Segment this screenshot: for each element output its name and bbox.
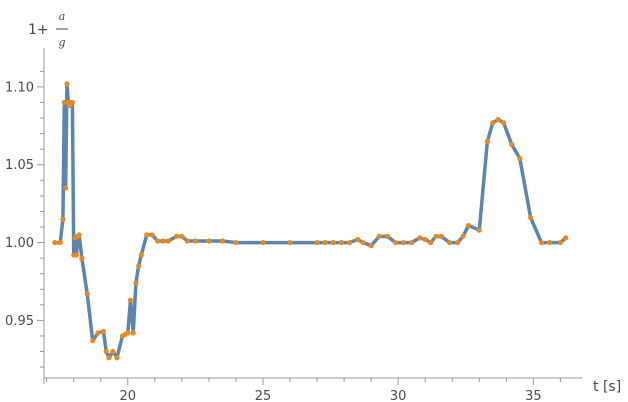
data-point xyxy=(57,239,63,246)
data-point xyxy=(84,291,90,297)
data-point xyxy=(428,239,434,246)
y-tick-label: 1.05 xyxy=(5,158,34,173)
y-axis-label-numerator: a xyxy=(59,10,66,23)
data-point xyxy=(376,233,382,239)
data-point xyxy=(400,239,407,246)
data-point xyxy=(133,280,139,286)
data-point xyxy=(144,232,150,238)
data-point xyxy=(76,232,82,238)
x-tick-label: 35 xyxy=(525,389,542,402)
y-axis-label: 1+ a g xyxy=(28,10,68,49)
data-point xyxy=(127,297,134,303)
data-point xyxy=(517,155,523,162)
data-point xyxy=(360,239,366,246)
data-point xyxy=(160,238,166,244)
data-point xyxy=(546,239,553,246)
data-point xyxy=(100,328,107,334)
data-point xyxy=(219,238,226,244)
y-tick-label: 0.95 xyxy=(5,314,34,329)
data-point xyxy=(103,348,109,355)
data-point xyxy=(490,120,496,126)
tick-labels: 20 25 30 35 0.95 1.00 1.05 1.10 xyxy=(5,80,542,402)
x-tick-label: 20 xyxy=(120,389,137,402)
data-point xyxy=(422,236,428,243)
data-point xyxy=(179,233,185,239)
data-point xyxy=(355,236,361,243)
data-point xyxy=(64,81,70,87)
data-point xyxy=(114,355,120,361)
data-point xyxy=(455,239,461,246)
y-tick-label: 1.10 xyxy=(5,80,34,95)
data-point xyxy=(95,330,101,336)
data-point xyxy=(233,239,239,246)
data-point xyxy=(52,239,58,246)
y-tick-label: 1.00 xyxy=(5,236,34,251)
data-point xyxy=(73,252,80,258)
data-point xyxy=(154,238,161,244)
data-point xyxy=(138,252,144,258)
data-point xyxy=(60,216,66,222)
data-point xyxy=(484,138,490,144)
data-point xyxy=(110,348,116,355)
axes xyxy=(43,48,582,384)
data-point xyxy=(206,238,212,244)
y-axis-label-prefix: 1+ xyxy=(28,22,49,38)
series-markers xyxy=(52,81,569,361)
data-point xyxy=(61,99,67,106)
series-line xyxy=(53,82,568,360)
data-point xyxy=(149,232,155,238)
data-point xyxy=(509,141,515,148)
data-point xyxy=(63,185,69,191)
ticks xyxy=(37,70,561,385)
data-point xyxy=(417,235,423,241)
data-point xyxy=(136,263,142,269)
data-point xyxy=(173,233,180,239)
data-point xyxy=(130,330,136,336)
data-point xyxy=(125,330,131,336)
data-point xyxy=(330,239,336,246)
x-axis-label: t [s] xyxy=(593,379,621,395)
data-point xyxy=(69,99,75,106)
data-point xyxy=(438,233,445,239)
x-tick-label: 30 xyxy=(390,389,407,402)
data-point xyxy=(495,116,501,123)
data-point xyxy=(538,239,545,246)
data-point xyxy=(500,120,507,126)
data-point xyxy=(79,255,85,261)
data-point xyxy=(368,243,374,249)
data-point xyxy=(322,239,328,246)
data-point xyxy=(287,239,293,246)
data-point xyxy=(346,239,353,246)
data-point xyxy=(528,215,534,221)
data-point xyxy=(384,233,390,239)
data-point xyxy=(314,239,320,246)
data-point xyxy=(165,238,171,244)
data-point xyxy=(563,235,569,241)
data-point xyxy=(557,239,563,246)
data-point xyxy=(446,239,453,246)
data-point xyxy=(433,233,439,239)
data-point xyxy=(460,233,466,239)
data-point xyxy=(338,239,344,246)
data-point xyxy=(192,238,198,244)
data-point xyxy=(260,239,266,246)
x-tick-label: 25 xyxy=(255,389,272,402)
data-point xyxy=(392,239,399,246)
data-point xyxy=(184,238,190,244)
data-point xyxy=(476,227,482,233)
data-point xyxy=(106,355,112,361)
data-point xyxy=(90,338,96,344)
data-point xyxy=(409,239,415,246)
y-axis-label-denominator: g xyxy=(58,36,65,49)
data-point xyxy=(465,222,472,229)
